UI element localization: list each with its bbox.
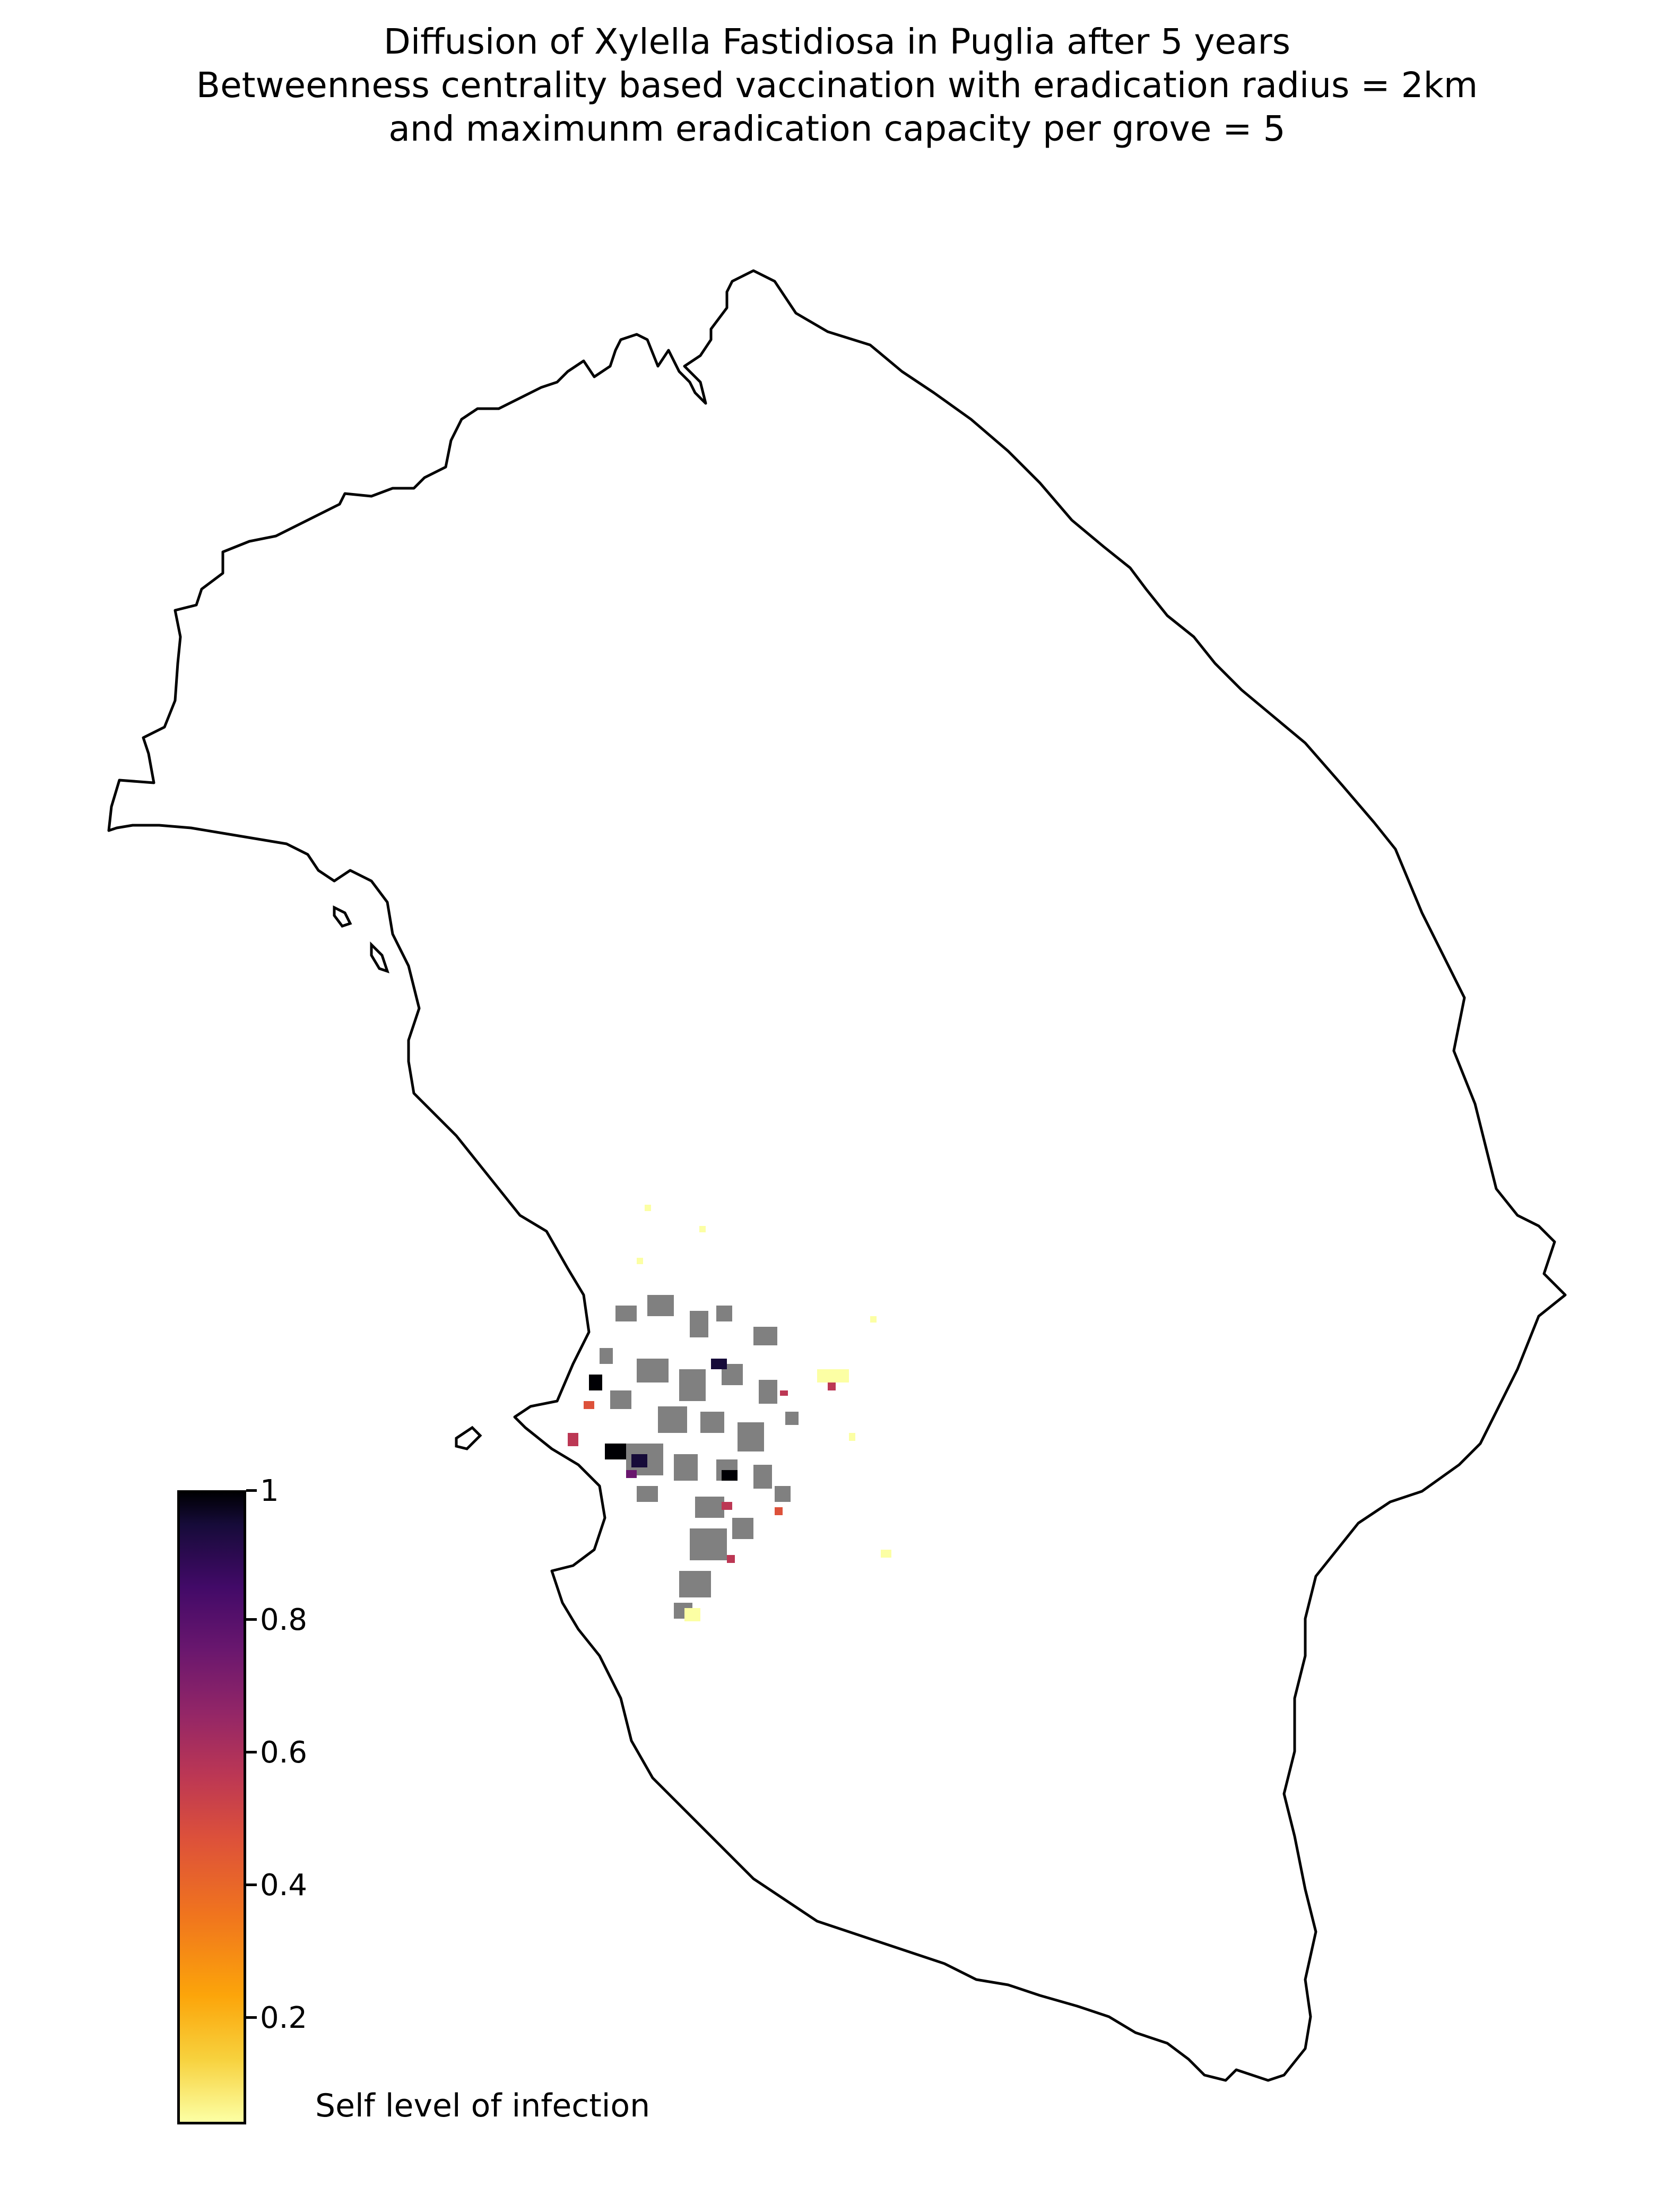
colorbar-tick-label-1: 1 <box>260 1474 279 1508</box>
colorbar-tick-label-0.2: 0.2 <box>260 2001 308 2035</box>
colorbar-tick-label-0.4: 0.4 <box>260 1868 308 1903</box>
colorbar-tick-label-0.6: 0.6 <box>260 1735 308 1770</box>
colorbar-tick-0.6 <box>246 1751 257 1753</box>
chart-title: Diffusion of Xylella Fastidiosa in Pugli… <box>0 20 1674 151</box>
colorbar-tick-0.2 <box>246 2016 257 2019</box>
colorbar-tick-1 <box>246 1489 257 1492</box>
grove-patches-infected <box>568 1205 891 1621</box>
island-outline <box>455 1425 482 1450</box>
grove-patches-not-infected <box>600 1295 799 1619</box>
title-line-3: and maximunm eradication capacity per gr… <box>388 108 1286 149</box>
coast-island-1 <box>333 905 352 928</box>
title-line-1: Diffusion of Xylella Fastidiosa in Pugli… <box>384 21 1290 62</box>
title-line-2: Betweenness centrality based vaccination… <box>196 65 1478 106</box>
coast-island-2 <box>370 941 389 973</box>
region-outline <box>107 269 1567 2082</box>
colorbar-label: Self level of infection <box>315 2087 650 2124</box>
colorbar <box>177 1490 246 2124</box>
colorbar-tick-0.8 <box>246 1618 257 1621</box>
colorbar-tick-label-0.8: 0.8 <box>260 1603 308 1637</box>
colorbar-tick-0.4 <box>246 1883 257 1886</box>
